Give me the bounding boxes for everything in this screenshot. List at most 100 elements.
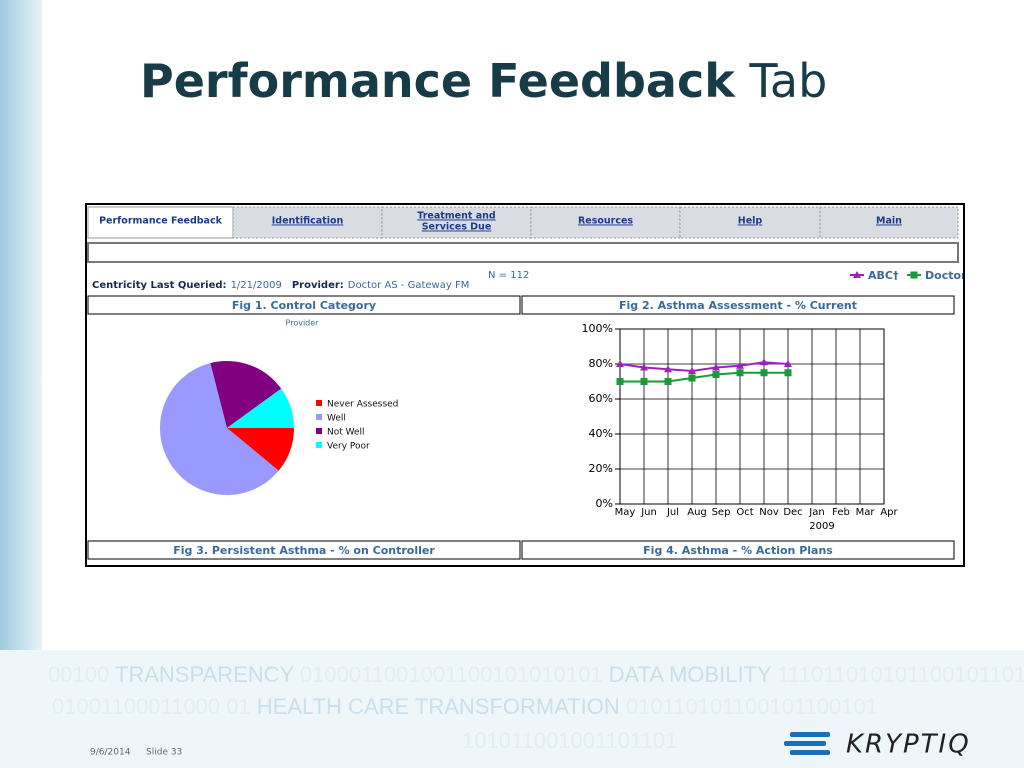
legend-marker bbox=[853, 271, 861, 278]
tab bbox=[679, 206, 821, 239]
footer-slide: Slide 33 bbox=[146, 748, 182, 758]
fig-header bbox=[87, 540, 521, 560]
info-part: Provider: bbox=[292, 280, 344, 291]
x-tick-label: Jul bbox=[666, 507, 679, 518]
pie-slice bbox=[227, 388, 294, 428]
marker bbox=[784, 360, 792, 367]
marker bbox=[688, 367, 696, 374]
n-count: N = 112 bbox=[488, 270, 529, 281]
x-tick-label: Apr bbox=[880, 507, 898, 518]
fig-title: Fig 1. Control Category bbox=[232, 299, 376, 312]
info-part: 1/21/2009 bbox=[231, 280, 282, 291]
x-tick-label: Oct bbox=[736, 507, 753, 518]
info-part: Doctor AS - Gateway FM bbox=[348, 280, 470, 291]
x-sublabel: 2009 bbox=[809, 521, 834, 532]
marker bbox=[712, 363, 720, 371]
legend-label: Doctor bbox=[925, 269, 967, 282]
binary-line: 00100 TRANSPARENCY 010001100100110010101… bbox=[48, 662, 1024, 687]
marker bbox=[664, 365, 672, 373]
marker bbox=[688, 374, 696, 382]
legend-label: ABC† bbox=[868, 269, 899, 282]
marker bbox=[736, 361, 744, 369]
pie-slice bbox=[159, 363, 279, 495]
fig-header bbox=[521, 540, 955, 560]
x-tick-label: Dec bbox=[783, 507, 802, 518]
tab bbox=[381, 206, 532, 239]
y-tick-label: 100% bbox=[582, 322, 613, 335]
y-tick-label: 80% bbox=[589, 357, 613, 370]
legend-swatch bbox=[316, 400, 322, 406]
info-line: Centricity Last Queried: 1/21/2009 Provide… bbox=[92, 280, 469, 291]
legend-marker bbox=[910, 271, 918, 279]
tab-label[interactable]: Help bbox=[738, 216, 763, 227]
tab-label[interactable]: Resources bbox=[578, 216, 633, 227]
y-tick-label: 60% bbox=[589, 392, 613, 405]
fig-title: Fig 3. Persistent Asthma - % on Controll… bbox=[173, 544, 435, 557]
tab-label[interactable]: Identification bbox=[272, 216, 344, 227]
marker bbox=[616, 360, 624, 367]
tab-label[interactable]: Treatment and bbox=[417, 211, 495, 222]
legend-swatch bbox=[316, 428, 322, 434]
tab bbox=[819, 206, 959, 239]
x-tick-label: Aug bbox=[687, 507, 707, 518]
legend-swatch bbox=[316, 442, 322, 448]
marker bbox=[640, 378, 648, 385]
title-rest: Tab bbox=[748, 54, 827, 108]
x-tick-label: Sep bbox=[712, 507, 731, 518]
x-tick-label: Jun bbox=[640, 507, 657, 518]
search-bar bbox=[87, 242, 959, 263]
footer-band bbox=[0, 650, 1024, 768]
logo: KRYPTIQ bbox=[846, 730, 971, 760]
y-tick-label: 40% bbox=[589, 427, 613, 440]
binary-segment: 00100 bbox=[48, 662, 109, 687]
title-bold: Performance Feedback bbox=[140, 54, 736, 108]
tab-label[interactable]: Main bbox=[876, 216, 902, 227]
marker bbox=[640, 363, 648, 371]
binary-segment: 0100011001001100101010101 bbox=[300, 662, 603, 687]
x-tick-label: Feb bbox=[832, 507, 850, 518]
binary-segment: DATA MOBILITY bbox=[609, 662, 772, 687]
binary-line: 01001100011000 01 HEALTH CARE TRANSFORMA… bbox=[52, 694, 878, 719]
x-tick-label: Jan bbox=[808, 507, 824, 518]
plot-area bbox=[619, 328, 885, 505]
y-tick-label: 0% bbox=[596, 497, 613, 510]
series-line bbox=[620, 371, 788, 383]
binary-line: 101011001001101101 bbox=[462, 728, 677, 753]
tab-label[interactable]: Services Due bbox=[422, 222, 492, 233]
x-tick-label: May bbox=[615, 507, 636, 518]
footer-date: 9/6/2014 bbox=[90, 748, 131, 758]
binary-segment: 010110101100101100101 bbox=[626, 694, 878, 719]
binary-segment: 01 bbox=[226, 694, 250, 719]
legend-label: Not Well bbox=[327, 428, 365, 438]
legend-swatch bbox=[316, 414, 322, 420]
marker bbox=[712, 371, 720, 378]
info-part: Centricity Last Queried: bbox=[92, 280, 227, 291]
marker bbox=[664, 378, 672, 385]
legend-label: Never Assessed bbox=[327, 400, 398, 410]
marker bbox=[784, 369, 792, 377]
series-line bbox=[619, 361, 789, 373]
tab bbox=[87, 206, 234, 239]
fig-title: Fig 4. Asthma - % Action Plans bbox=[643, 544, 833, 557]
y-tick-label: 20% bbox=[589, 462, 613, 475]
fig-header bbox=[521, 295, 955, 315]
fig-header bbox=[87, 295, 521, 315]
pie-slice bbox=[210, 361, 282, 428]
legend-label: Very Poor bbox=[327, 442, 370, 452]
legend-label: Well bbox=[327, 414, 346, 424]
tab bbox=[232, 206, 383, 239]
x-tick-label: Mar bbox=[856, 507, 876, 518]
marker bbox=[760, 358, 768, 366]
x-tick-label: Nov bbox=[759, 507, 779, 518]
tab-label[interactable]: Performance Feedback bbox=[99, 216, 223, 227]
binary-segment: TRANSPARENCY bbox=[115, 662, 295, 687]
binary-segment: 01001100011000 bbox=[52, 694, 220, 719]
marker bbox=[616, 378, 624, 385]
fig-title: Fig 2. Asthma Assessment - % Current bbox=[619, 299, 857, 312]
tab bbox=[530, 206, 681, 239]
binary-text: 00100 TRANSPARENCY 010001100100110010101… bbox=[48, 662, 1024, 753]
slide-title: Performance Feedback Tab bbox=[140, 54, 827, 108]
side-strip bbox=[0, 0, 42, 768]
